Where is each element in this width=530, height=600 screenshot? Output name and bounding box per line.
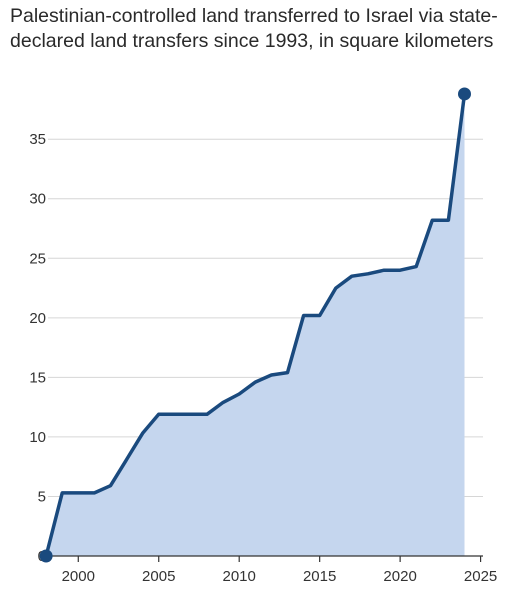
y-tick-label: 5 — [38, 488, 46, 505]
y-axis-labels: 05101520253035 — [29, 131, 46, 565]
x-tick-label: 2020 — [383, 568, 416, 585]
x-tick-label: 2010 — [223, 568, 256, 585]
x-axis — [48, 555, 483, 562]
area-fill — [46, 94, 465, 556]
endpoint-markers — [39, 87, 471, 563]
x-axis-labels: 2000 2005 2010 2015 2020 2025 — [62, 568, 498, 585]
x-tick-label: 2005 — [142, 568, 175, 585]
start-point-marker — [39, 549, 53, 563]
y-tick-label: 25 — [29, 250, 46, 267]
y-tick-label: 10 — [29, 429, 46, 446]
x-tick-label: 2015 — [303, 568, 336, 585]
y-tick-label: 20 — [29, 310, 46, 327]
y-tick-label: 35 — [29, 131, 46, 148]
chart-title: Palestinian-controlled land transferred … — [10, 5, 498, 52]
x-tick-label: 2000 — [62, 568, 95, 585]
y-tick-label: 15 — [29, 369, 46, 386]
x-tick-label: 2025 — [464, 568, 497, 585]
series-line — [44, 92, 467, 558]
end-point-marker — [457, 87, 471, 101]
y-tick-label: 30 — [29, 191, 46, 208]
